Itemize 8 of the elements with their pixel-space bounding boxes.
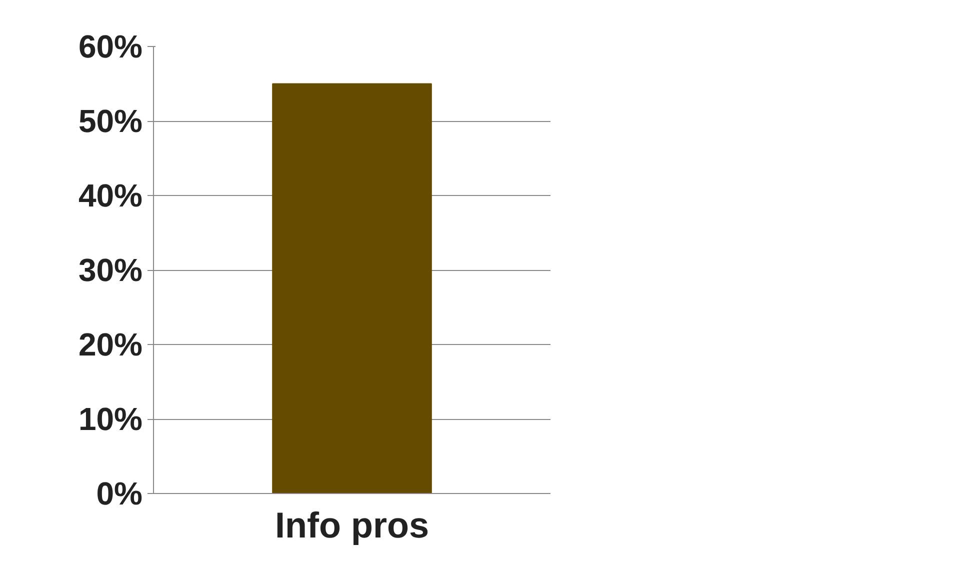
y-tick-label: 10% xyxy=(78,401,142,437)
y-tick-label: 60% xyxy=(78,28,142,64)
y-tick-label: 20% xyxy=(78,326,142,362)
y-tick-label: 50% xyxy=(78,103,142,139)
y-tick-label: 40% xyxy=(78,178,142,214)
x-tick-label: Info pros xyxy=(275,504,429,546)
y-tick-label: 30% xyxy=(78,252,142,288)
y-tick-label: 0% xyxy=(96,476,142,512)
